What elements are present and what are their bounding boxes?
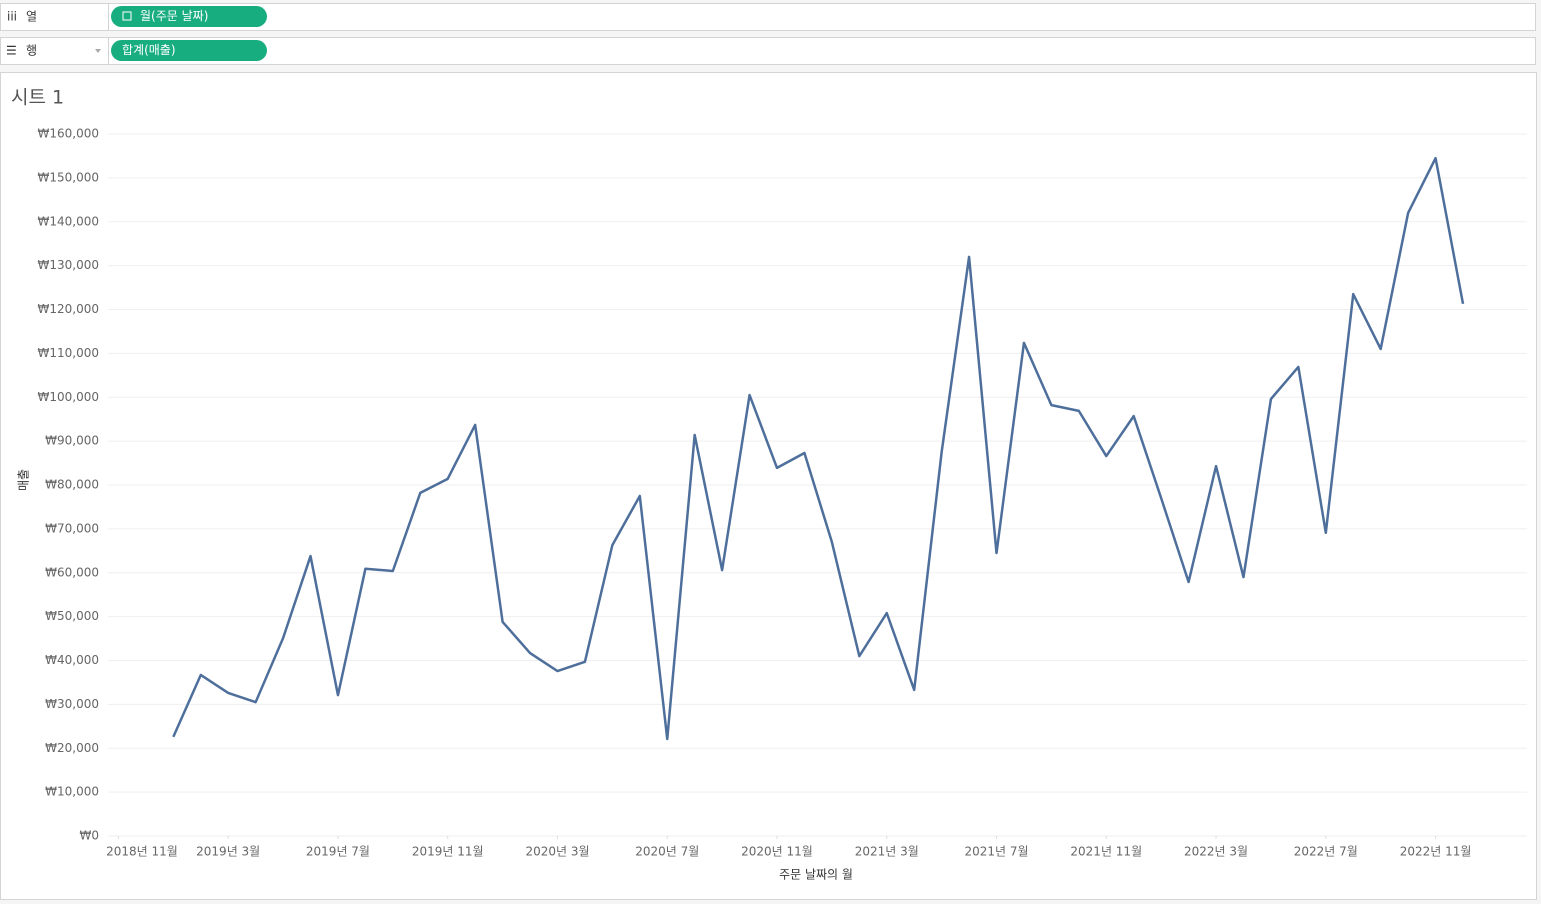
y-tick-label: ₩140,000 xyxy=(38,214,100,228)
x-tick-label: 2022년 7월 xyxy=(1294,845,1358,859)
y-tick-label: ₩60,000 xyxy=(45,565,99,579)
x-tick-label: 2019년 11월 xyxy=(412,845,484,859)
rows-pill[interactable] xyxy=(111,40,267,61)
y-tick-label: ₩130,000 xyxy=(38,258,100,272)
x-tick-label: 2018년 11월 xyxy=(106,845,178,859)
expand-icon[interactable] xyxy=(122,11,132,21)
y-tick-label: ₩40,000 xyxy=(45,653,99,667)
y-tick-label: ₩20,000 xyxy=(45,741,99,755)
rows-label: 행 xyxy=(26,43,37,58)
rows-pill-text[interactable]: 합계(매출) xyxy=(122,43,176,57)
columns-pill[interactable] xyxy=(111,6,267,27)
y-axis-title: 매출 xyxy=(17,469,31,491)
y-tick-label: ₩10,000 xyxy=(45,785,99,799)
line-series xyxy=(172,156,1465,741)
x-tick-label: 2019년 3월 xyxy=(196,845,260,859)
plot: ₩0 ₩10,000 ₩20,000 ₩30,000 ₩40,000 ₩50,000 ₩60… xyxy=(38,127,1527,859)
columns-pill-text[interactable]: 월(주문 날짜) xyxy=(140,9,208,23)
y-tick-label: ₩160,000 xyxy=(38,127,100,141)
y-tick-label: ₩100,000 xyxy=(38,390,100,404)
x-tick-label: 2021년 11월 xyxy=(1070,845,1142,859)
sheet-title: 시트 1 xyxy=(11,87,64,109)
x-axis-title: 주문 날짜의 월 xyxy=(779,868,853,882)
x-tick-label: 2022년 11월 xyxy=(1400,845,1472,859)
y-tick-label: ₩120,000 xyxy=(38,302,100,316)
rows-icon: ☰ xyxy=(6,44,17,58)
y-tick-label: ₩70,000 xyxy=(45,521,99,535)
x-tick-label: 2021년 3월 xyxy=(855,845,919,859)
x-tick-label: 2022년 3월 xyxy=(1184,845,1248,859)
y-tick-label: ₩30,000 xyxy=(45,697,99,711)
y-tick-label: ₩110,000 xyxy=(38,346,100,360)
columns-label: 열 xyxy=(26,10,37,24)
y-tick-label: ₩90,000 xyxy=(45,434,99,448)
x-tick-label: 2020년 11월 xyxy=(741,845,813,859)
sheet-panel xyxy=(0,72,1537,900)
y-tick-label: ₩150,000 xyxy=(38,170,100,184)
x-tick-label: 2021년 7월 xyxy=(964,845,1028,859)
dropdown-arrow[interactable] xyxy=(95,49,101,53)
y-tick-label: ₩80,000 xyxy=(45,478,99,492)
y-tick-label: ₩0 xyxy=(80,829,100,843)
columns-icon: iii xyxy=(7,10,17,24)
x-tick-label: 2020년 7월 xyxy=(635,845,699,859)
x-tick-label: 2020년 3월 xyxy=(525,845,589,859)
y-tick-label: ₩50,000 xyxy=(45,609,99,623)
x-tick-label: 2019년 7월 xyxy=(306,845,370,859)
